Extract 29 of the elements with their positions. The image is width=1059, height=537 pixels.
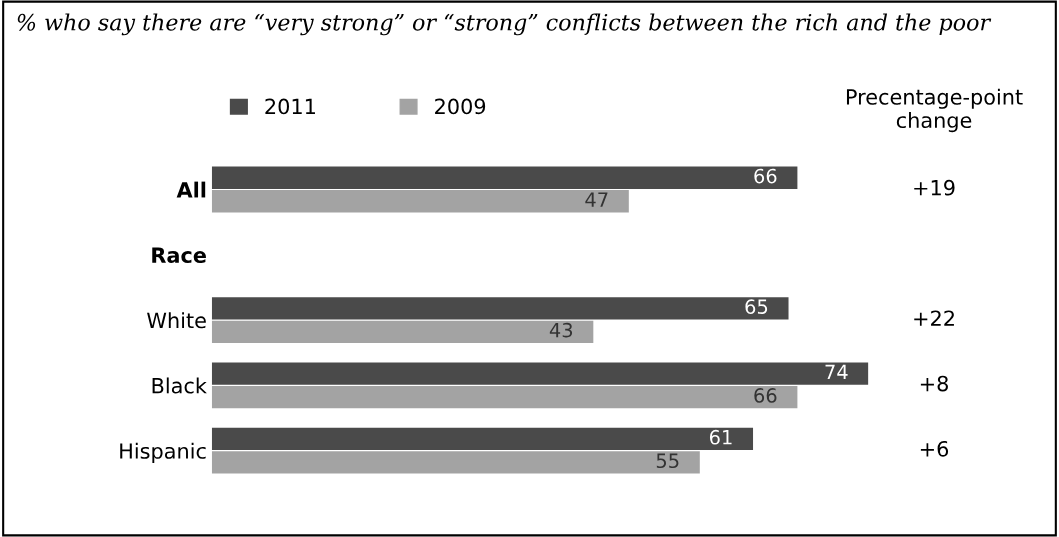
bar bbox=[211, 297, 789, 320]
text: +22 bbox=[914, 310, 954, 326]
y-tick-label: Race bbox=[152, 247, 206, 264]
text: +19 bbox=[914, 179, 955, 196]
y-tick-label: Hispanic bbox=[120, 442, 206, 463]
data-label: 74 bbox=[825, 364, 848, 379]
data-label: 61 bbox=[709, 429, 732, 445]
y-tick-label: Black bbox=[152, 377, 207, 394]
text: +8 bbox=[920, 375, 948, 392]
y-tick-label: White bbox=[147, 312, 206, 329]
chart-title: % who say there are “very strong” or “strong” conflicts between the rich and the poor bbox=[17, 13, 992, 36]
text: Precentage-point change bbox=[846, 88, 1023, 133]
legend-label: 2009 bbox=[435, 98, 486, 115]
data-label: 65 bbox=[745, 299, 768, 314]
data-label: 47 bbox=[585, 192, 608, 207]
legend-label: 2011 bbox=[265, 98, 315, 115]
data-label: 66 bbox=[754, 388, 777, 403]
bar bbox=[211, 385, 798, 409]
data-label: 43 bbox=[549, 322, 573, 338]
bar bbox=[211, 320, 594, 344]
data-label: 55 bbox=[656, 453, 679, 469]
bar bbox=[211, 362, 869, 385]
y-tick-label: All bbox=[176, 181, 206, 198]
bar bbox=[211, 190, 629, 213]
bar bbox=[211, 427, 754, 451]
data-label: 66 bbox=[754, 168, 777, 184]
text: +6 bbox=[920, 440, 949, 457]
bar bbox=[211, 451, 700, 474]
bar bbox=[211, 166, 798, 189]
